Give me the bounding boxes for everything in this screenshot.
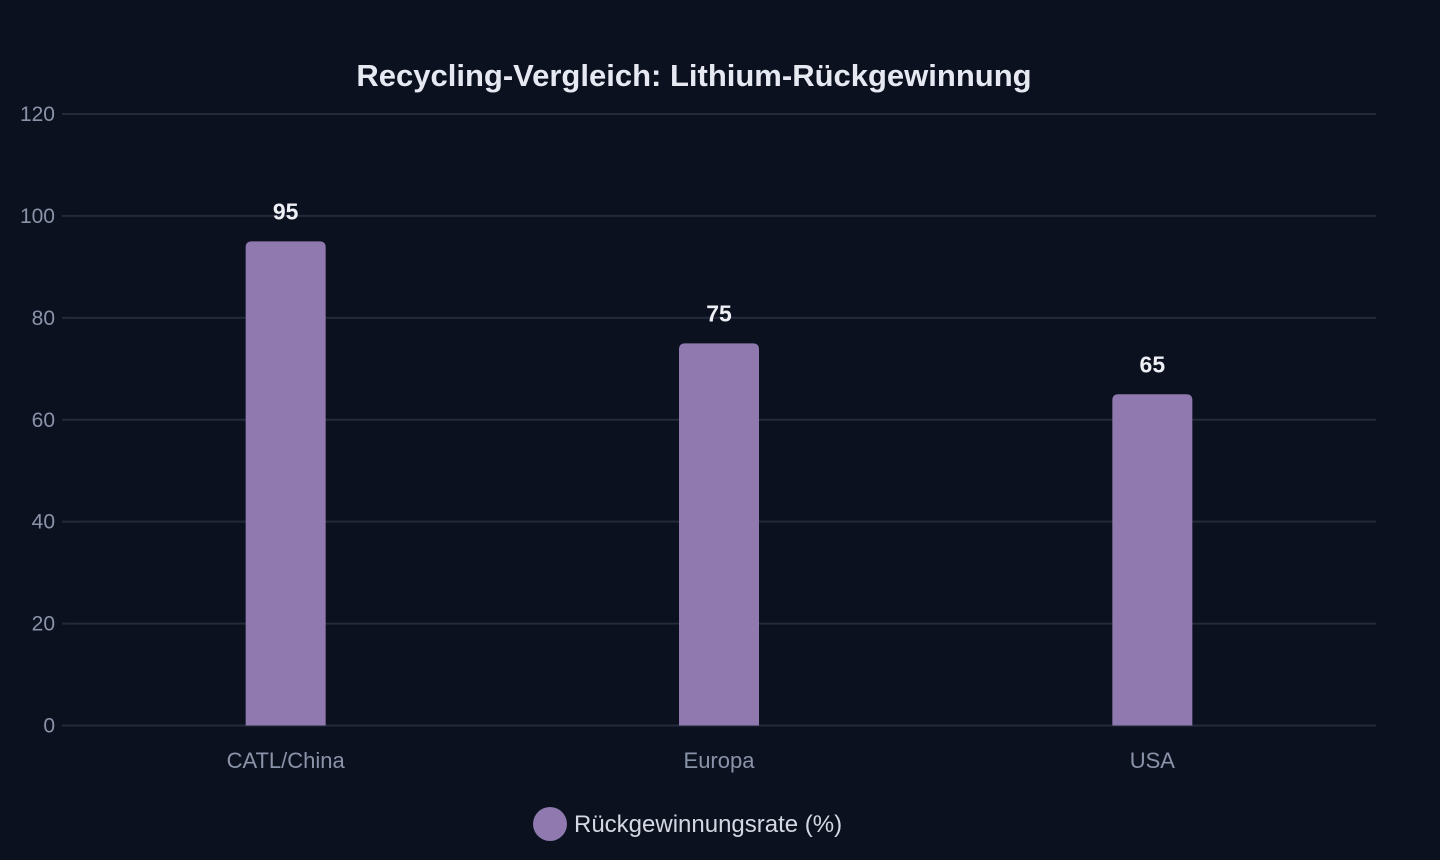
y-tick-label: 60	[32, 409, 55, 432]
legend-label: Rückgewinnungsrate (%)	[574, 811, 842, 838]
bar-value-label: 75	[706, 300, 732, 326]
bar-value-label: 65	[1140, 351, 1166, 377]
x-tick-label: Europa	[684, 748, 756, 773]
y-tick-label: 40	[32, 511, 55, 534]
x-axis-ticks: CATL/China Europa USA	[227, 748, 1176, 773]
chart-title: Recycling-Vergleich: Lithium-Rückgewinnu…	[356, 58, 1031, 93]
y-tick-label: 20	[32, 613, 55, 636]
y-tick-label: 80	[32, 307, 55, 330]
y-tick-label: 0	[43, 715, 55, 738]
data-labels: 95 75 65	[273, 198, 1165, 377]
bar[interactable]	[1112, 394, 1193, 726]
bars	[245, 241, 1193, 726]
y-tick-label: 100	[20, 205, 55, 228]
bar[interactable]	[679, 343, 759, 726]
x-tick-label: CATL/China	[227, 748, 346, 773]
legend-swatch-icon	[533, 807, 567, 841]
bar[interactable]	[245, 241, 326, 726]
bar-value-label: 95	[273, 198, 299, 224]
y-axis-ticks: 0 20 40 60 80 100 120	[20, 103, 55, 738]
legend[interactable]: Rückgewinnungsrate (%)	[533, 807, 842, 841]
x-tick-label: USA	[1130, 748, 1176, 773]
y-tick-label: 120	[20, 103, 55, 126]
